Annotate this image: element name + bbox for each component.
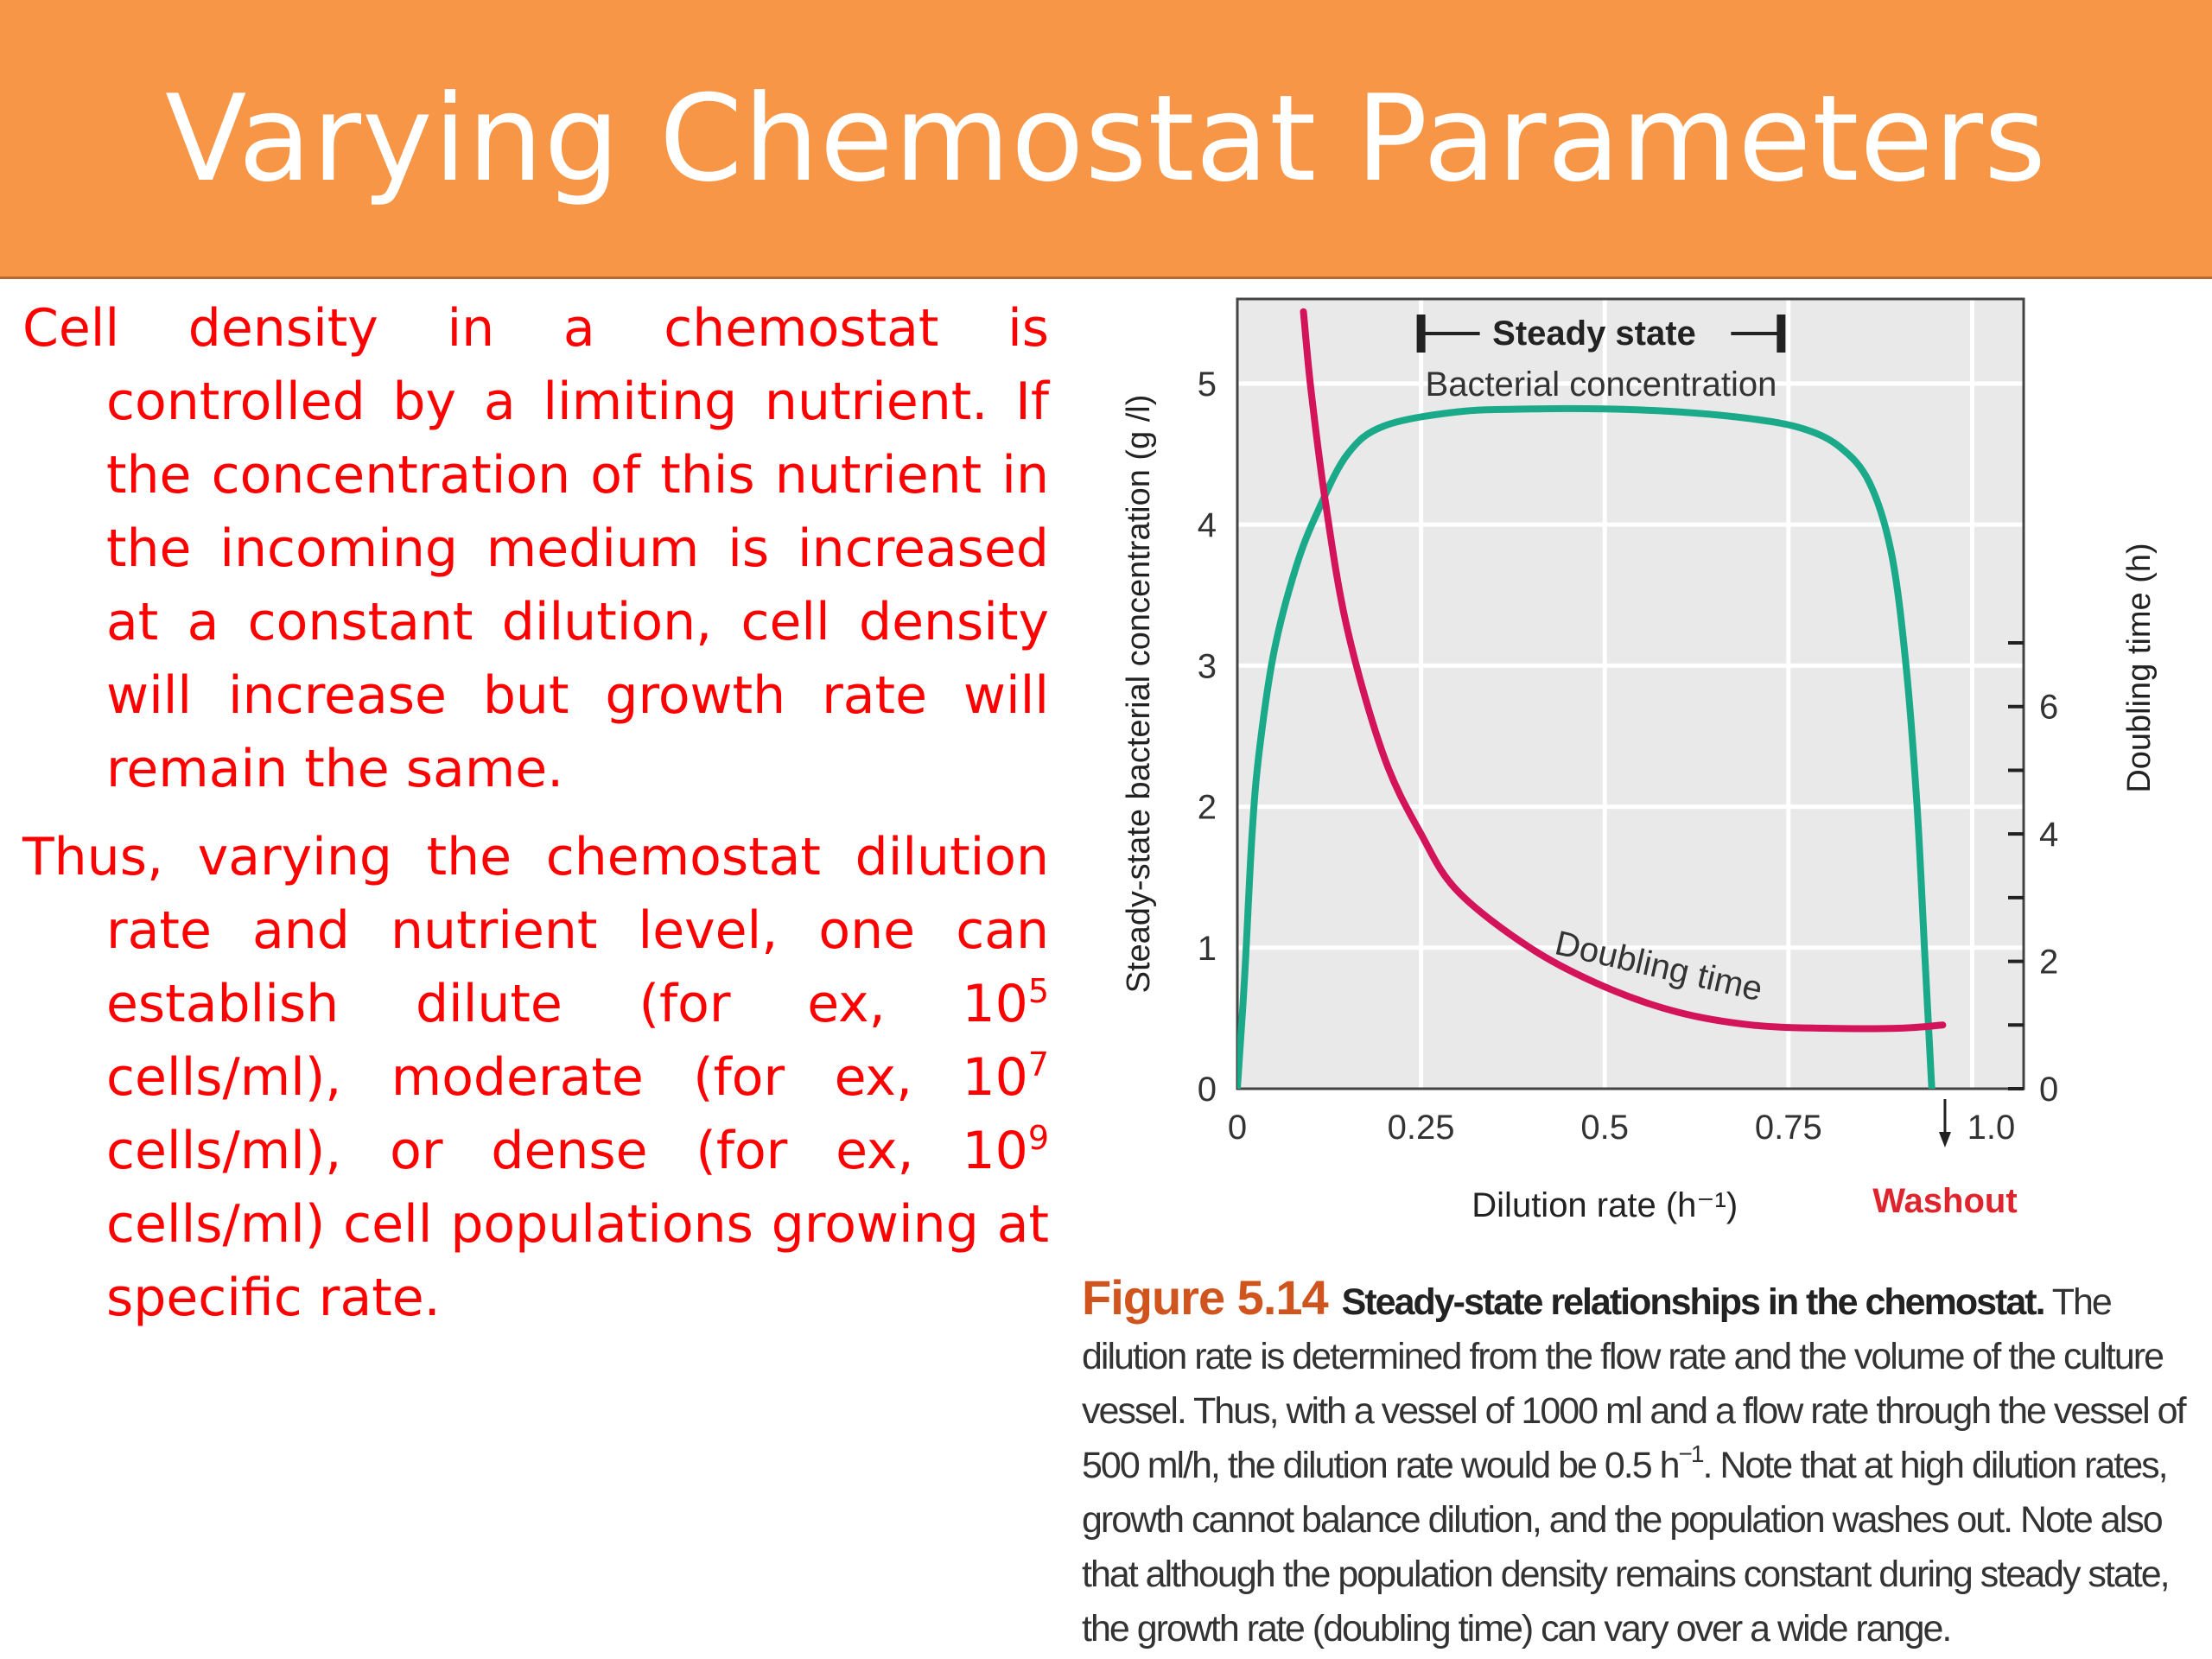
doubling-time-line — [1300, 308, 1947, 1033]
y2-tick-label: 0 — [2039, 1071, 2058, 1109]
y-tick-label: 1 — [1198, 930, 1217, 968]
exponent-7: 7 — [1027, 1046, 1049, 1084]
y2-tick-label: 6 — [2039, 689, 2058, 727]
y-tick-label: 2 — [1198, 789, 1217, 827]
chemostat-chart: 0 0.25 0.5 0.75 1.0 0 1 2 3 4 5 0 2 4 6 Dilution rate (… — [1121, 297, 2158, 1224]
y-tick-label: 0 — [1198, 1071, 1217, 1109]
paragraph-2-lead: Thus, varying the chemostat dilution rat… — [22, 827, 1049, 1034]
plot-frame — [1236, 297, 2025, 1090]
x-tick-label: 0 — [1228, 1109, 1247, 1147]
washout-arrow-head — [1938, 1132, 1951, 1147]
caption-superscript: −1 — [1678, 1440, 1705, 1467]
bacterial-concentration-label: Bacterial concentration — [1426, 365, 1777, 404]
paragraph-1: Cell density in a chemostat is controlle… — [22, 298, 1049, 799]
bacterial-concentration-line — [1237, 404, 1936, 1089]
figure-title: Steady-state relationships in the chemos… — [1341, 1281, 2046, 1323]
paragraph-2-mid1: cells/ml), moderate (for ex, 10 — [106, 1047, 1028, 1108]
paragraph-2-tail: cells/ml) cell populations growing at sp… — [106, 1194, 1049, 1328]
paragraph-2: Thus, varying the chemostat dilution rat… — [22, 821, 1049, 1335]
slide-title: Varying Chemostat Parameters — [165, 68, 2047, 208]
y2-tick-label: 4 — [2039, 816, 2058, 854]
y2-axis-label: Doubling time (h) — [2121, 543, 2158, 792]
paragraph-2-mid2: cells/ml), or dense (for ex, 10 — [106, 1121, 1028, 1181]
x-tick-label: 0.5 — [1580, 1109, 1629, 1147]
y-tick-label: 5 — [1198, 365, 1217, 404]
caption-text-2: . Note that at high dilution rates, grow… — [1082, 1445, 2171, 1649]
y-tick-label: 3 — [1198, 647, 1217, 685]
steady-state-label: Steady state — [1492, 315, 1696, 353]
title-bar: Varying Chemostat Parameters — [0, 0, 2212, 279]
y2-tick-label: 2 — [2039, 944, 2058, 982]
caption-text-1: The dilution rate is determined from the… — [1082, 1281, 2187, 1486]
y-tick-label: 4 — [1198, 506, 1217, 544]
figure-number: Figure 5.14 — [1082, 1270, 1329, 1325]
body-text: Cell density in a chemostat is controlle… — [22, 292, 1049, 1350]
x-tick-label: 0.25 — [1388, 1109, 1455, 1147]
x-tick-label: 0.75 — [1755, 1109, 1822, 1147]
x-tick-label: 1.0 — [1967, 1109, 2016, 1147]
x-axis-label: Dilution rate (h⁻¹) — [1471, 1186, 1738, 1224]
y-axis-label: Steady-state bacterial concentration (g … — [1121, 395, 1157, 994]
exponent-9: 9 — [1027, 1119, 1049, 1157]
washout-label: Washout — [1872, 1182, 2017, 1220]
exponent-5: 5 — [1027, 972, 1049, 1010]
figure-caption: Figure 5.14 Steady-state relationships in… — [1082, 1270, 2188, 1656]
